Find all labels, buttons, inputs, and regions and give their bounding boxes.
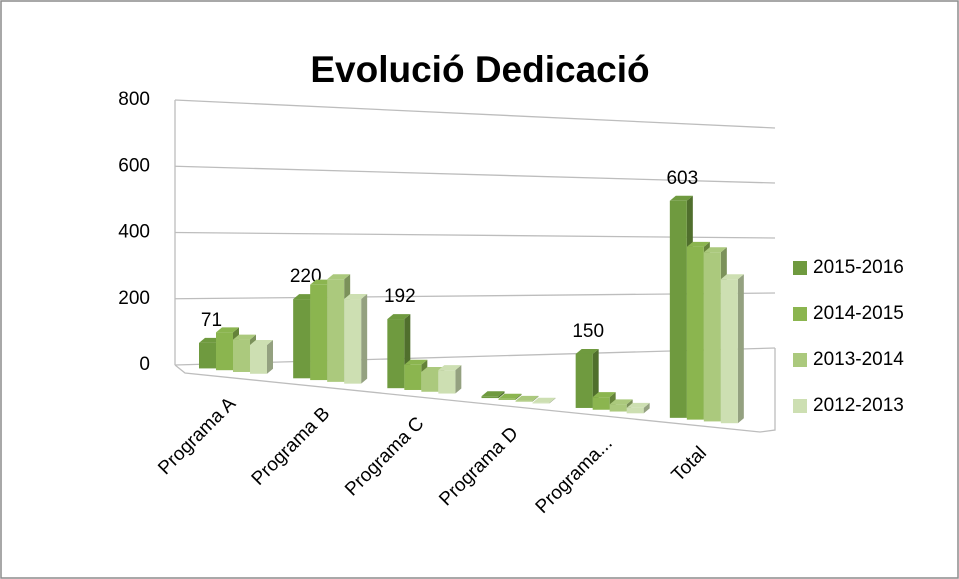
- bar-top: [438, 365, 462, 371]
- bar-top: [703, 247, 727, 253]
- bar-front: [498, 398, 516, 400]
- bar: [532, 397, 556, 404]
- y-tick-label: 800: [118, 89, 150, 110]
- data-label: 71: [201, 310, 222, 331]
- legend-label: 2013-2014: [813, 349, 904, 370]
- bar-top: [250, 339, 273, 345]
- bar-front: [327, 279, 345, 382]
- bar-top: [532, 397, 556, 403]
- bar-front: [592, 397, 610, 410]
- y-tick-label: 400: [118, 222, 150, 243]
- bar-side: [515, 393, 522, 400]
- bar-side: [361, 294, 368, 384]
- bar-front: [293, 299, 311, 379]
- y-tick-label: 0: [139, 354, 150, 375]
- bar: [438, 365, 462, 394]
- bar-side: [643, 402, 650, 414]
- legend-label: 2014-2015: [813, 303, 904, 324]
- bar-top: [592, 392, 616, 398]
- bar-front: [575, 353, 593, 408]
- bar-side: [455, 365, 462, 394]
- bar-front: [344, 299, 362, 384]
- bar-front: [481, 396, 499, 399]
- legend-swatch: [793, 399, 807, 413]
- bar-front: [720, 279, 738, 424]
- data-label: 192: [384, 286, 416, 307]
- bar-side: [532, 395, 539, 402]
- bar-front: [609, 404, 627, 412]
- bar-top: [575, 348, 599, 354]
- bar-front: [216, 332, 233, 371]
- bar-top: [216, 327, 239, 333]
- bar-top: [609, 399, 633, 405]
- bar-top: [669, 195, 693, 201]
- bar: [250, 339, 273, 374]
- bar-front: [669, 200, 687, 418]
- legend-swatch: [793, 353, 807, 367]
- bar-top: [233, 334, 256, 340]
- bar-front: [438, 370, 456, 394]
- bar-front: [404, 364, 422, 390]
- bar: [626, 402, 650, 414]
- bar-top: [344, 294, 368, 300]
- floor: [174, 348, 776, 433]
- bar-front: [310, 284, 328, 381]
- bar: [720, 274, 744, 424]
- bar-top: [686, 241, 710, 247]
- bar-front: [387, 319, 405, 389]
- bar: [515, 395, 539, 402]
- bar: [481, 391, 505, 399]
- bar: [575, 348, 599, 408]
- grid-line: [174, 165, 776, 184]
- data-label: 150: [572, 321, 604, 342]
- bar-front: [515, 400, 533, 402]
- legend-label: 2015-2016: [813, 257, 904, 278]
- y-tick-label: 200: [118, 288, 150, 309]
- bar-side: [737, 274, 744, 424]
- chart-title: Evolució Dedicació: [310, 49, 649, 90]
- bar-top: [404, 359, 428, 365]
- bar-side: [549, 397, 556, 404]
- legend-label: 2012-2013: [813, 395, 904, 416]
- data-label: 603: [666, 168, 698, 189]
- bar: [498, 393, 522, 400]
- y-tick-label: 600: [118, 155, 150, 176]
- bar-side: [267, 339, 273, 374]
- bar-front: [250, 344, 267, 374]
- legend-swatch: [793, 307, 807, 321]
- legend-swatch: [793, 261, 807, 275]
- bar-front: [233, 339, 250, 372]
- bar-front: [626, 407, 644, 414]
- bar-top: [498, 393, 522, 399]
- bar-top: [626, 402, 650, 408]
- bar-front: [532, 402, 550, 404]
- bar-front: [686, 246, 704, 420]
- bar-top: [481, 391, 505, 397]
- bar-front: [421, 371, 439, 392]
- bar-side: [498, 391, 505, 399]
- bar-top: [327, 274, 351, 280]
- bar-top: [720, 274, 744, 280]
- grid-line: [174, 99, 776, 129]
- bar-front: [199, 342, 216, 369]
- bar-top: [387, 314, 411, 320]
- bar-side: [592, 348, 599, 408]
- bar-top: [515, 395, 539, 401]
- bar-front: [703, 252, 721, 422]
- bar: [344, 294, 368, 384]
